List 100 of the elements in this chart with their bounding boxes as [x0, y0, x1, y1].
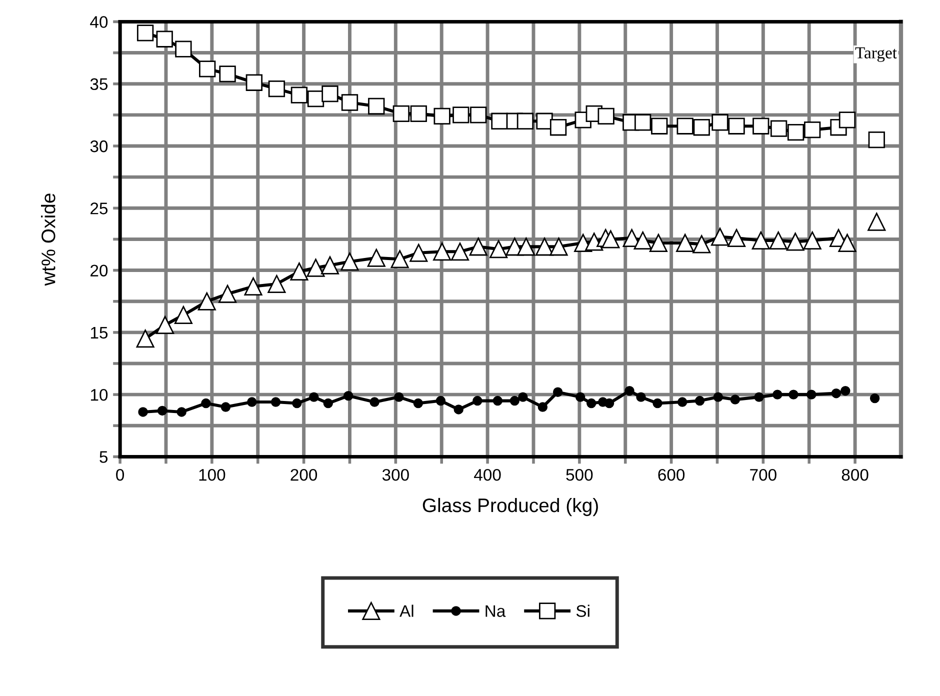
point: [268, 80, 286, 98]
point: [517, 238, 536, 256]
y-tick-label: 25: [90, 202, 108, 214]
x-tick-label: 400: [474, 468, 501, 481]
point: [219, 66, 236, 82]
legend-label: Na: [486, 605, 506, 617]
point: [676, 234, 694, 252]
point: [693, 119, 710, 136]
point: [870, 393, 880, 404]
point: [649, 234, 668, 252]
point: [492, 396, 503, 406]
point: [368, 98, 385, 115]
point: [201, 398, 211, 408]
x-tick-label: 800: [842, 468, 868, 481]
legend-label: Al: [400, 604, 414, 617]
y-tick-label: 40: [90, 16, 108, 28]
point: [769, 231, 788, 250]
point: [433, 242, 452, 261]
point: [157, 406, 168, 416]
point: [390, 250, 409, 268]
y-tick-label: 30: [90, 140, 108, 152]
point: [341, 94, 358, 111]
point: [323, 398, 333, 408]
point: [786, 232, 804, 251]
point: [244, 277, 262, 296]
point: [410, 244, 428, 262]
point: [868, 212, 886, 231]
point: [585, 232, 604, 251]
point: [247, 397, 257, 407]
point: [803, 231, 822, 250]
x-tick-label: 600: [658, 468, 685, 481]
point: [470, 106, 487, 124]
legend-label: Si: [576, 604, 590, 617]
point: [787, 124, 804, 141]
point: [138, 407, 148, 417]
point: [246, 74, 263, 91]
point: [218, 284, 237, 303]
point: [586, 398, 596, 408]
point: [410, 105, 427, 122]
point: [692, 235, 711, 254]
y-tick-label: 20: [90, 264, 108, 276]
point: [651, 118, 668, 134]
point: [367, 248, 386, 267]
point: [198, 292, 216, 310]
point: [450, 242, 470, 261]
y-tick-label: 10: [90, 388, 108, 401]
point: [452, 106, 470, 124]
point: [268, 274, 286, 293]
point: [370, 397, 380, 407]
y-tick-label: 15: [90, 327, 108, 339]
point: [552, 387, 563, 397]
point: [175, 40, 192, 58]
point: [306, 258, 325, 277]
point: [772, 390, 782, 400]
point: [652, 398, 662, 408]
point: [436, 396, 446, 406]
point: [840, 386, 850, 396]
point: [454, 404, 464, 414]
point: [322, 85, 338, 102]
point: [831, 388, 842, 398]
y-axis-title: wt% Oxide: [41, 194, 56, 286]
x-tick-label: 100: [199, 468, 226, 481]
point: [220, 402, 231, 412]
point: [634, 231, 652, 250]
x-tick-label: 200: [290, 468, 318, 481]
point: [538, 402, 548, 412]
point: [575, 392, 586, 402]
point: [340, 252, 359, 271]
point: [290, 262, 308, 281]
point: [343, 390, 354, 401]
point: [676, 118, 694, 134]
point: [320, 256, 340, 274]
point: [598, 108, 614, 125]
point: [838, 234, 856, 252]
point: [604, 398, 614, 408]
point: [677, 397, 688, 407]
point: [634, 114, 652, 131]
point: [469, 238, 488, 256]
x-tick-label: 300: [382, 468, 409, 481]
point: [535, 238, 554, 256]
point: [713, 392, 724, 402]
point: [156, 30, 173, 48]
point: [392, 105, 410, 122]
point: [290, 86, 308, 104]
point: [536, 112, 553, 130]
point: [838, 112, 856, 128]
point: [550, 238, 568, 256]
point: [710, 228, 730, 246]
point: [728, 228, 746, 247]
x-tick-label: 700: [750, 468, 776, 481]
point: [788, 390, 798, 400]
point: [804, 122, 821, 138]
point: [176, 407, 186, 417]
point: [730, 394, 740, 404]
point: [550, 119, 567, 136]
x-tick-label: 0: [116, 468, 124, 481]
x-tick-label: 500: [566, 468, 593, 481]
point: [510, 396, 520, 406]
point: [712, 114, 728, 131]
point: [624, 386, 634, 396]
